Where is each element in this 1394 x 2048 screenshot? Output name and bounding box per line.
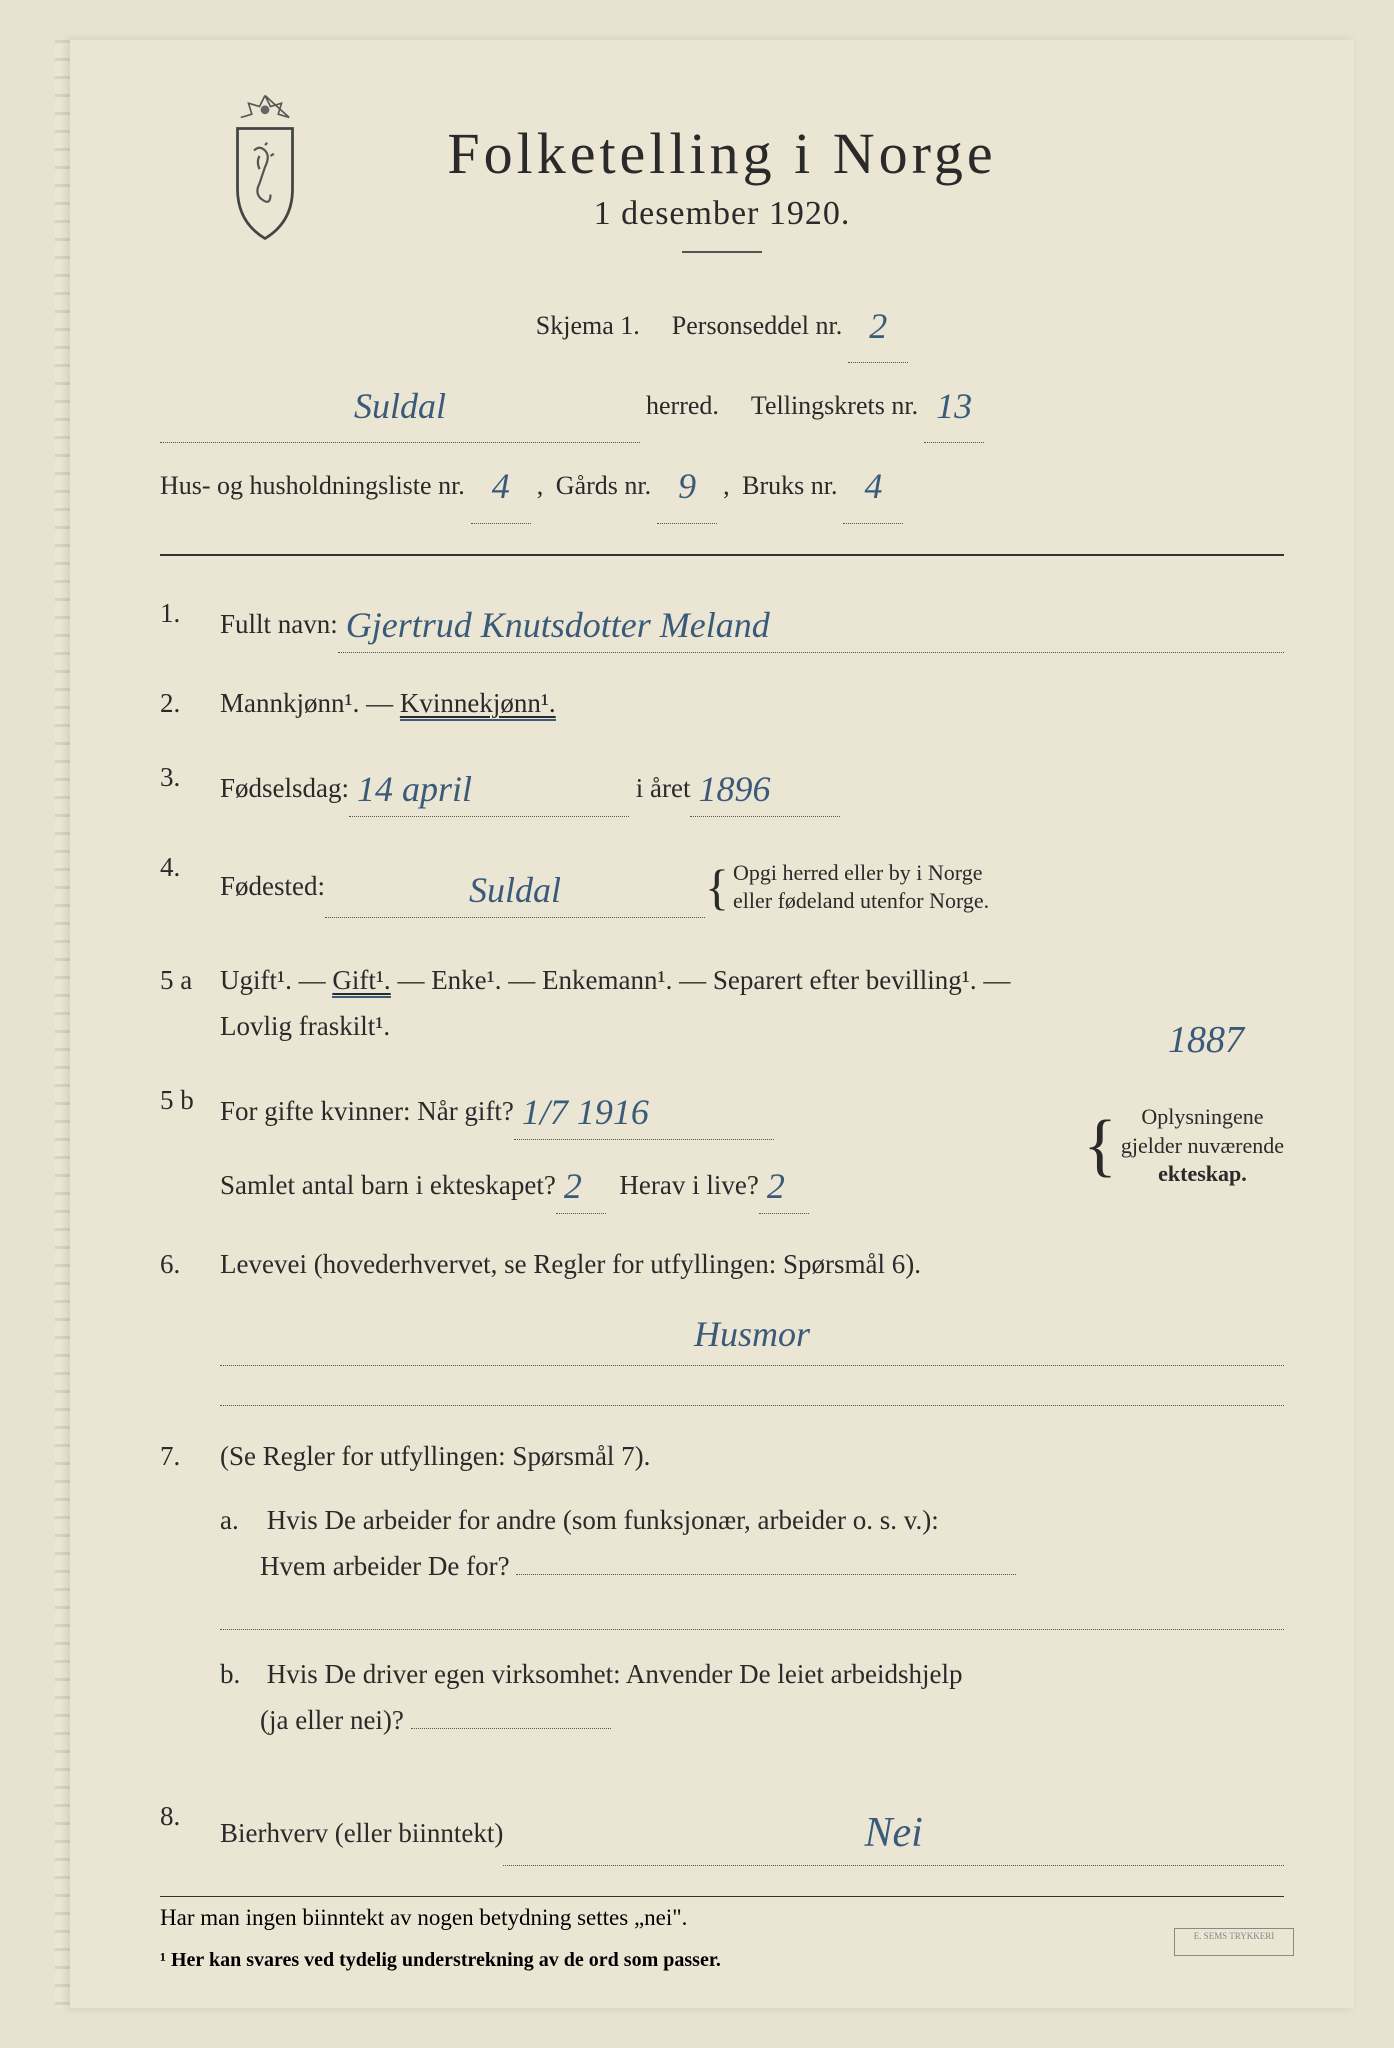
gards-label: Gårds nr. — [556, 457, 651, 514]
q5a-ugift: Ugift¹. — [220, 965, 292, 995]
question-5a: 5 a Ugift¹. — Gift¹. — Enke¹. — Enkemann… — [160, 958, 1284, 1050]
tellingskrets-number: 13 — [936, 386, 972, 426]
q7a-label: a. — [220, 1498, 260, 1544]
herred-label: herred. — [646, 377, 719, 434]
question-1: 1. Fullt navn: Gjertrud Knutsdotter Mela… — [160, 591, 1284, 653]
q5b-instruction: Oplysningene gjelder nuværende ekteskap. — [1121, 1103, 1284, 1189]
question-2: 2. Mannkjønn¹. — Kvinnekjønn¹. — [160, 681, 1284, 727]
question-3: 3. Fødselsdag: 14 april i året 1896 — [160, 755, 1284, 817]
bruks-label: Bruks nr. — [742, 457, 837, 514]
form-date: 1 desember 1920. — [160, 195, 1284, 233]
q5a-number: 5 a — [160, 958, 220, 1050]
q2-male: Mannkjønn¹. — [220, 688, 359, 718]
q3-number: 3. — [160, 755, 220, 817]
q6-number: 6. — [160, 1242, 220, 1406]
questions-section: 1. Fullt navn: Gjertrud Knutsdotter Mela… — [160, 591, 1284, 1866]
hus-number: 4 — [492, 466, 510, 506]
q4-number: 4. — [160, 845, 220, 930]
hus-label: Hus- og husholdningsliste nr. — [160, 457, 465, 514]
question-8: 8. Bierhverv (eller biinntekt) Nei — [160, 1794, 1284, 1866]
census-form-page: Folketelling i Norge 1 desember 1920. Sk… — [70, 40, 1354, 2008]
form-metadata: Skjema 1. Personseddel nr. 2 Suldal herr… — [160, 283, 1284, 524]
q7b-text1: Hvis De driver egen virksomhet: Anvender… — [267, 1659, 963, 1689]
header-rule — [160, 554, 1284, 556]
q7b-blank — [411, 1728, 611, 1729]
q2-number: 2. — [160, 681, 220, 727]
q5b-alive-count: 2 — [767, 1166, 785, 1206]
question-6: 6. Levevei (hovederhvervet, se Regler fo… — [160, 1242, 1284, 1406]
q6-blank-line — [220, 1374, 1284, 1406]
q1-full-name: Gjertrud Knutsdotter Meland — [346, 605, 770, 645]
q5b-number: 5 b — [160, 1078, 220, 1214]
form-title: Folketelling i Norge — [160, 120, 1284, 187]
brace-icon: { — [1083, 1086, 1117, 1205]
footer-instruction: Har man ingen biinntekt av nogen betydni… — [160, 1896, 1284, 1931]
question-5b: 5 b For gifte kvinner: Når gift? 1/7 191… — [160, 1078, 1284, 1214]
footnote: ¹ Her kan svares ved tydelig understrekn… — [160, 1949, 1284, 1972]
q3-birth-year: 1896 — [698, 769, 770, 809]
question-4: 4. Fødested: Suldal { Opgi herred eller … — [160, 845, 1284, 930]
bruks-number: 4 — [864, 466, 882, 506]
gards-number: 9 — [678, 466, 696, 506]
form-header: Folketelling i Norge 1 desember 1920. — [160, 120, 1284, 253]
q2-dash: — — [366, 688, 393, 718]
person-slip-label: Personseddel nr. — [672, 297, 842, 354]
q5a-fraskilt: Lovlig fraskilt¹. — [220, 1011, 390, 1041]
q7-label: (Se Regler for utfyllingen: Spørsmål 7). — [220, 1441, 650, 1471]
q3-label: Fødselsdag: — [220, 766, 349, 812]
q4-instruction: Opgi herred eller by i Norge eller fødel… — [733, 859, 989, 916]
q1-label: Fullt navn: — [220, 602, 338, 648]
q5b-children-label: Samlet antal barn i ekteskapet? — [220, 1163, 556, 1209]
q7a-text1: Hvis De arbeider for andre (som funksjon… — [267, 1505, 939, 1535]
q6-label: Levevei (hovederhvervet, se Regler for u… — [220, 1249, 921, 1279]
coat-of-arms-icon — [210, 90, 320, 240]
title-divider — [682, 251, 762, 253]
q5a-enkemann: Enkemann¹. — [542, 965, 672, 995]
q5b-children-count: 2 — [564, 1166, 582, 1206]
q5b-when-label: For gifte kvinner: Når gift? — [220, 1089, 514, 1135]
q8-value: Nei — [865, 1810, 923, 1856]
tellingskrets-label: Tellingskrets nr. — [751, 377, 918, 434]
q7a-blank — [516, 1574, 1016, 1575]
question-7: 7. (Se Regler for utfyllingen: Spørsmål … — [160, 1434, 1284, 1765]
q5a-gift-selected: Gift¹. — [332, 965, 390, 998]
q5a-enke: Enke¹. — [431, 965, 501, 995]
q6-occupation: Husmor — [694, 1314, 810, 1354]
q7a-text2: Hvem arbeider De for? — [260, 1551, 510, 1581]
q5a-separert: Separert efter bevilling¹. — [713, 965, 977, 995]
q4-label: Fødested: — [220, 864, 325, 910]
q8-label: Bierhverv (eller biinntekt) — [220, 1811, 503, 1857]
q4-birthplace: Suldal — [469, 870, 561, 910]
q5b-married-date: 1/7 1916 — [522, 1092, 649, 1132]
person-slip-number: 2 — [869, 306, 887, 346]
q7a-blank-line — [220, 1598, 1284, 1630]
herred-value: Suldal — [354, 386, 446, 426]
q7b-label: b. — [220, 1652, 260, 1698]
printer-stamp: E. SEMS TRYKKERI — [1174, 1928, 1294, 1956]
q7b-text2: (ja eller nei)? — [260, 1705, 404, 1735]
q8-number: 8. — [160, 1794, 220, 1866]
q5a-margin-year: 1887 — [1168, 1008, 1244, 1073]
q1-number: 1. — [160, 591, 220, 653]
schema-label: Skjema 1. — [536, 297, 640, 354]
q2-female-selected: Kvinnekjønn¹. — [400, 688, 556, 721]
q3-year-label: i året — [636, 766, 691, 812]
brace-icon: { — [705, 845, 729, 930]
q3-birthday: 14 april — [357, 769, 472, 809]
q7-number: 7. — [160, 1434, 220, 1765]
q5b-alive-label: Herav i live? — [619, 1163, 758, 1209]
